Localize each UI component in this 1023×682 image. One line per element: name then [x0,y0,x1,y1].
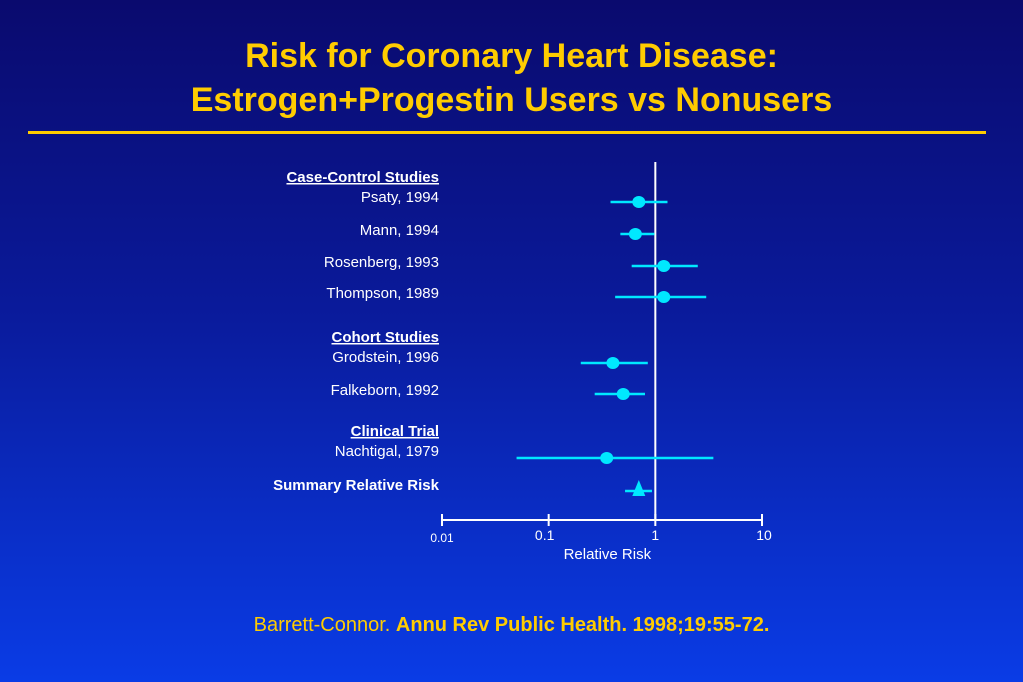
citation: Barrett-Connor. Annu Rev Public Health. … [0,614,1023,637]
title-divider [28,131,986,134]
point-estimate [632,196,646,208]
study-label: Grodstein, 1996 [332,349,439,366]
group-heading: Cohort Studies [332,329,440,346]
x-axis-label: Relative Risk [564,546,652,563]
study-label: Rosenberg, 1993 [324,254,439,271]
point-estimate [657,291,671,303]
study-label: Psaty, 1994 [361,189,439,206]
summary-marker [632,480,646,496]
study-label: Nachtigal, 1979 [335,443,439,460]
point-estimate [606,357,620,369]
citation-source: Annu Rev Public Health. 1998;19:55-72. [395,614,770,636]
study-label: Thompson, 1989 [326,285,439,302]
x-tick-label: 1 [651,527,659,543]
point-estimate [600,452,614,464]
x-tick-label: 10 [756,527,772,543]
x-tick-label: 0.01 [430,531,454,545]
study-label: Mann, 1994 [360,222,439,239]
point-estimate [628,228,642,240]
slide-title-line-1: Risk for Coronary Heart Disease: [245,37,778,75]
citation-author: Barrett-Connor. [253,614,391,636]
x-tick-label: 0.1 [535,527,555,543]
study-label: Falkeborn, 1992 [331,382,439,399]
slide-title: Risk for Coronary Heart Disease: Estroge… [0,34,1023,122]
point-estimate [657,260,671,272]
slide-title-line-2: Estrogen+Progestin Users vs Nonusers [190,81,833,119]
summary-label: Summary Relative Risk [273,477,440,494]
point-estimate [616,388,630,400]
group-heading: Clinical Trial [351,423,439,440]
group-heading: Case-Control Studies [286,169,439,186]
